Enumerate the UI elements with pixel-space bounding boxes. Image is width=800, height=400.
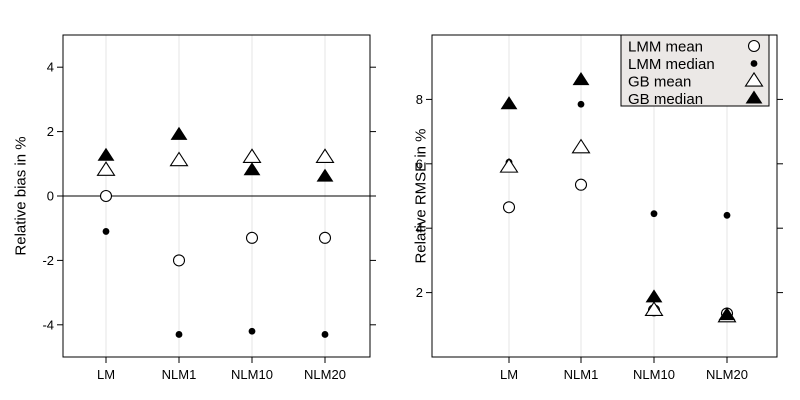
y-tick-label: 2 (47, 124, 54, 139)
lmm-median-point (650, 210, 658, 218)
legend-marker (747, 39, 761, 53)
lmm-mean-point (172, 254, 186, 267)
bias-points (96, 126, 335, 338)
legend-label: LMM mean (628, 39, 703, 56)
y-tick-label: 4 (416, 221, 423, 236)
x-tick-label: NLM1 (564, 367, 599, 382)
gb-mean-point (499, 157, 519, 173)
legend-label: GB median (628, 91, 703, 108)
x-tick-label: LM (500, 367, 518, 382)
legend-marker (750, 60, 758, 67)
bias-ticks: -4 -2 0 2 4 LM NLM1 NLM10 NLM20 (42, 60, 376, 382)
lmm-median-point (102, 228, 110, 235)
gb-median-point (718, 307, 736, 321)
gb-mean-point (315, 148, 335, 164)
gb-mean-point (571, 138, 591, 154)
legend-box (620, 34, 770, 107)
lmm-median-point (321, 331, 329, 338)
lmm-mean-point (502, 201, 516, 214)
gb-median-point (572, 72, 590, 86)
y-tick-label: 8 (416, 92, 423, 107)
gb-mean-point (242, 148, 262, 164)
rmse-ticks: 2 4 6 8 LM NLM1 NLM10 NLM20 (416, 92, 783, 382)
y-tick-label: -2 (42, 253, 54, 268)
bias-y-axis-label: Relative bias in % (12, 136, 29, 255)
lmm-median-point (248, 327, 256, 335)
y-tick-label: 2 (416, 285, 423, 300)
x-tick-label: NLM1 (162, 367, 197, 382)
bias-chart: -4 -2 0 2 4 LM NLM1 NLM10 NLM20 Relative bias in… (12, 34, 376, 382)
gb-median-point (243, 162, 261, 176)
lmm-mean-point (574, 178, 588, 191)
gb-mean-point (644, 301, 664, 316)
legend-marker (744, 71, 764, 87)
x-tick-label: LM (97, 367, 115, 382)
rmse-plot-frame (431, 34, 778, 358)
legend-label: LMM median (628, 56, 715, 73)
x-tick-label: NLM20 (304, 367, 346, 382)
lmm-median-point (577, 100, 585, 108)
rmse-y-axis-label: Relative RMSE in % (412, 128, 429, 263)
gb-mean-point (96, 161, 116, 176)
y-tick-label: -4 (42, 317, 54, 332)
y-tick-label: 4 (47, 60, 54, 75)
gb-mean-point (169, 151, 189, 167)
lmm-mean-point (99, 189, 113, 203)
gb-median-point (316, 168, 334, 182)
y-tick-label: 6 (416, 156, 423, 171)
legend-marker (745, 90, 763, 104)
gb-median-point (170, 126, 188, 140)
lmm-median-point (175, 331, 183, 338)
lmm-mean-point (245, 231, 259, 244)
x-tick-label: NLM20 (706, 367, 748, 382)
lmm-median-point (723, 211, 731, 219)
rmse-points (499, 72, 737, 323)
gb-median-point (645, 289, 663, 303)
lmm-mean-point (318, 231, 332, 244)
gb-median-point (500, 96, 518, 110)
x-tick-label: NLM10 (633, 367, 675, 382)
legend-label: GB mean (628, 74, 691, 91)
x-tick-label: NLM10 (231, 367, 273, 382)
y-tick-label: 0 (47, 189, 54, 204)
gb-median-point (97, 147, 115, 161)
